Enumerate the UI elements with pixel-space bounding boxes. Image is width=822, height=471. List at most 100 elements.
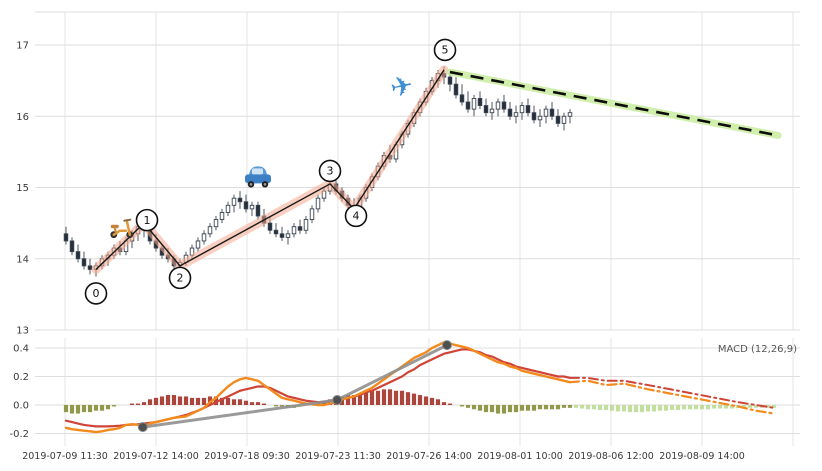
macd-histogram-bar [135,403,141,405]
car-body [245,174,271,184]
candle-body [255,204,261,217]
macd-histogram-bar [357,393,363,405]
price-axis-label: 16 [16,112,29,123]
candle-body [69,240,75,253]
macd-histogram-bar [729,405,735,409]
macd-histogram-bar [645,405,651,412]
candle-body [213,219,219,228]
macd-histogram-bar [261,403,267,405]
elliott-wave-line [95,69,445,270]
macd-line [64,341,572,434]
macd-histogram-bar [219,397,225,405]
candle-body [243,201,249,210]
macd-histogram-bar [225,397,231,405]
macd-histogram-bar [699,405,705,410]
macd-histogram-bar [441,402,447,405]
macd-histogram-bar [555,405,561,410]
candle-body [231,197,237,206]
macd-histogram-bar [651,405,657,412]
macd-histogram-bar [519,405,525,411]
car-window [252,168,263,175]
trend-dot [137,422,148,433]
macd-histogram-bar [765,405,771,408]
macd-histogram-bar [435,399,441,405]
macd-histogram-bar [255,402,261,405]
macd-histogram-bar [243,400,249,405]
macd-histogram-bar [231,399,237,405]
candle-body [507,108,513,117]
price-axis-label: 17 [16,41,29,52]
plane-glyph: ✈ [388,70,417,105]
macd-histogram-bar [273,405,279,407]
candle-body [489,108,495,114]
candle-body [525,105,531,114]
macd-histogram-bar [405,392,411,405]
macd-histogram-bar [525,405,531,411]
scooter-seat [110,224,119,229]
macd-histogram-bar [585,405,591,410]
wave-point-number: 1 [144,214,151,227]
x-axis-label: 2019-08-06 12:00 [568,451,654,462]
candles-group [63,66,573,277]
macd-histogram-bar [129,403,135,405]
x-axis-label: 2019-07-18 09:30 [204,451,290,462]
candle-body [237,197,243,203]
macd-histogram-bar [477,405,483,411]
macd-axis-label: 0.4 [13,344,29,355]
macd-histogram-bar [633,405,639,413]
macd-histogram-bar [279,405,285,407]
macd-histogram-bar [141,402,147,405]
macd-histogram-bar [543,405,549,410]
macd-histogram-bar [75,405,81,414]
macd-lines [64,341,776,434]
macd-histogram-bar [447,403,453,405]
x-axis-label: 2019-07-23 11:30 [295,451,381,462]
scooter-handlebar [123,218,132,222]
macd-histogram-bar [81,405,87,413]
car-icon [245,166,271,188]
trend-dot [442,340,452,351]
macd-histogram-bar [213,396,219,405]
wave-point-circle [318,159,342,183]
macd-histogram-bar [549,405,555,410]
macd-histogram-bar [159,396,165,405]
macd-histogram-bar [753,405,759,408]
candle-body [495,101,501,110]
macd-histogram-bar [459,405,465,407]
macd-histogram-bar [387,389,393,405]
macd-histogram-bar [345,395,351,405]
price-axis-label: 14 [16,254,29,265]
wave-point-circle [433,38,457,62]
macd-histogram-bar [201,397,207,405]
candle-body [87,265,93,270]
candle-body [81,258,87,267]
candle-body [291,226,297,235]
wave-point-number: 2 [177,272,184,285]
macd-histogram-bar [657,405,663,411]
macd-histogram-bar [741,405,747,408]
macd-histogram-bar [429,397,435,405]
macd-histogram-bar [105,405,111,410]
wave-point-number: 5 [442,44,449,57]
macd-histogram-bar [87,405,93,413]
macd-histogram-bar [351,395,357,405]
macd-histogram-bar [747,405,753,408]
candle-body [567,112,573,117]
candle-body [555,115,561,124]
macd-histogram-bar [417,395,423,405]
candle-body [483,105,489,114]
wave-point-circle [135,208,159,232]
candle-body [309,208,315,221]
wave-point-number: 3 [327,165,334,178]
trend-dot [332,395,343,406]
macd-projection-line [568,379,776,415]
macd-histogram-bar [63,405,69,413]
macd-histogram-bar [381,389,387,405]
candle-body [513,112,519,117]
macd-histogram-bar [483,405,489,413]
candle-body [195,240,201,249]
macd-histogram-bar [111,405,117,407]
macd-histogram-bar [369,390,375,405]
